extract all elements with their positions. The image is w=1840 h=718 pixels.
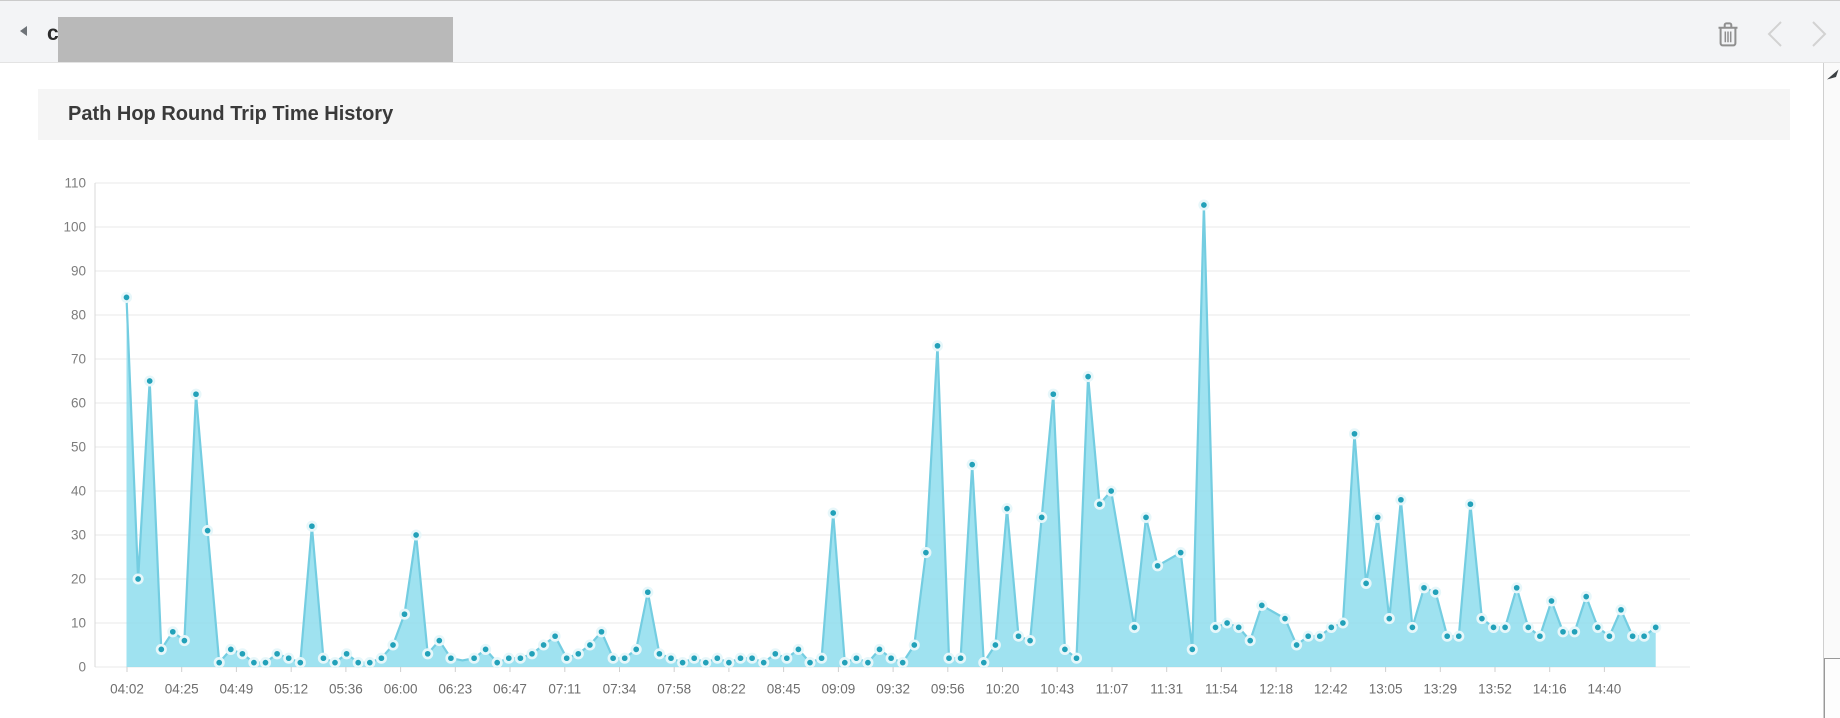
svg-text:13:29: 13:29 [1423,682,1457,697]
svg-text:09:09: 09:09 [822,682,856,697]
svg-text:07:58: 07:58 [657,682,691,697]
svg-text:11:54: 11:54 [1205,682,1238,697]
svg-text:09:32: 09:32 [876,682,910,697]
svg-text:60: 60 [71,396,86,411]
svg-text:14:40: 14:40 [1588,682,1622,697]
svg-text:40: 40 [71,484,86,499]
svg-text:11:07: 11:07 [1096,682,1129,697]
svg-text:13:52: 13:52 [1478,682,1512,697]
svg-text:04:49: 04:49 [220,682,254,697]
svg-text:12:42: 12:42 [1314,682,1348,697]
svg-text:07:11: 07:11 [548,682,581,697]
svg-text:80: 80 [71,308,86,323]
svg-text:11:31: 11:31 [1150,682,1183,697]
svg-text:30: 30 [71,528,86,543]
svg-text:50: 50 [71,440,86,455]
svg-text:70: 70 [71,352,86,367]
svg-text:90: 90 [71,264,86,279]
svg-text:110: 110 [64,176,86,191]
svg-text:05:12: 05:12 [274,682,308,697]
svg-text:100: 100 [63,220,86,235]
svg-text:10: 10 [71,616,86,631]
svg-text:10:43: 10:43 [1040,682,1074,697]
svg-text:08:22: 08:22 [712,682,746,697]
svg-text:10:20: 10:20 [986,682,1020,697]
svg-text:04:02: 04:02 [110,682,144,697]
svg-text:06:23: 06:23 [438,682,472,697]
svg-text:08:45: 08:45 [767,682,801,697]
svg-text:14:16: 14:16 [1533,682,1567,697]
svg-text:05:36: 05:36 [329,682,363,697]
svg-text:06:00: 06:00 [384,682,418,697]
svg-text:20: 20 [71,572,86,587]
svg-text:13:05: 13:05 [1369,682,1403,697]
svg-text:12:18: 12:18 [1259,682,1293,697]
svg-text:07:34: 07:34 [603,682,637,697]
svg-text:04:25: 04:25 [165,682,199,697]
svg-text:0: 0 [78,660,86,675]
svg-text:06:47: 06:47 [493,682,527,697]
svg-text:09:56: 09:56 [931,682,965,697]
